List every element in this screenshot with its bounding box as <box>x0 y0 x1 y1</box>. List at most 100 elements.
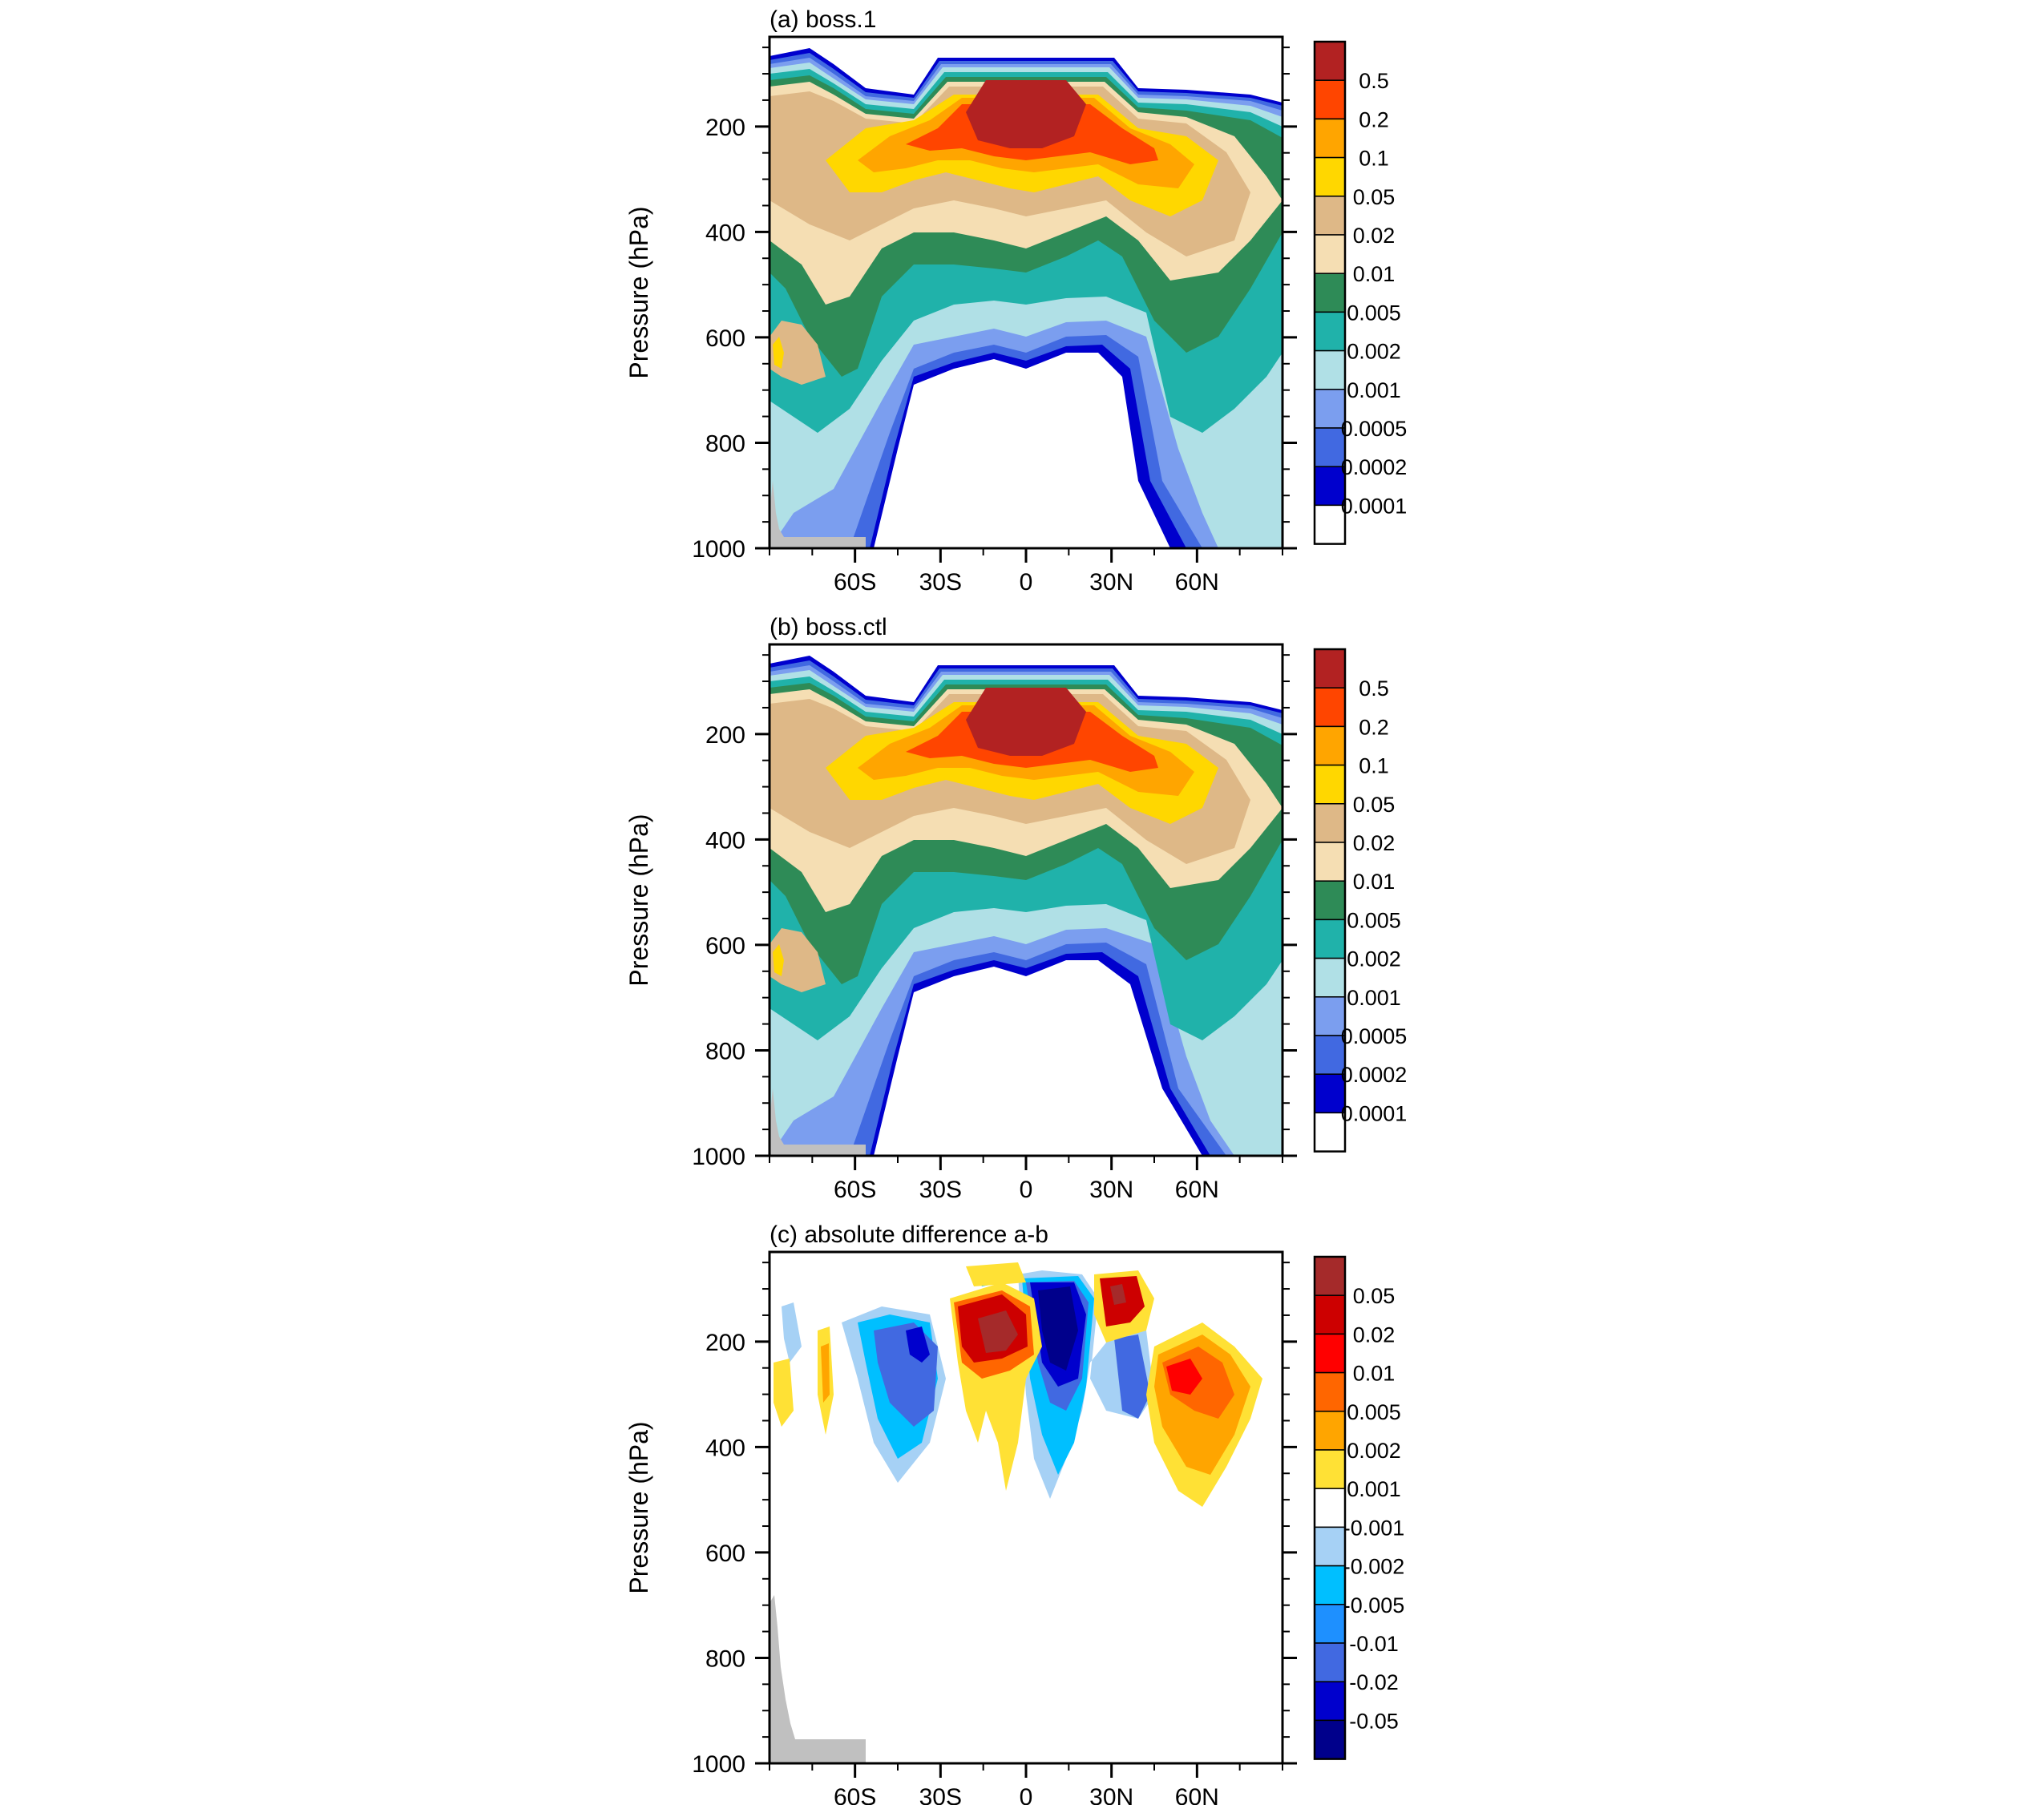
panel-a-colorbar: 0.5 0.2 0.1 0.05 0.02 0.01 0.005 0.002 0.001 0.00… <box>1313 40 1408 545</box>
colorbar-box <box>1314 687 1346 728</box>
colorbar-box <box>1314 1642 1346 1682</box>
colorbar-label: -0.05 <box>1349 1709 1399 1733</box>
colorbar-label: 0.002 <box>1347 340 1401 364</box>
y-tick-label: 200 <box>705 722 745 749</box>
colorbar-box <box>1314 273 1346 313</box>
x-tick-label: 30S <box>919 1784 962 1805</box>
x-tick-label: 60N <box>1175 569 1219 596</box>
panel-b-ylabel: Pressure (hPa) <box>624 814 653 986</box>
y-tick-label: 600 <box>705 325 745 352</box>
panel-a-ylabel: Pressure (hPa) <box>624 206 653 378</box>
colorbar-label: 0.1 <box>1359 147 1389 171</box>
panel-c-colorbar: 0.05 0.02 0.01 0.005 0.002 0.001 -0.001 -0.002 -… <box>1313 1255 1405 1760</box>
colorbar-box <box>1314 1681 1346 1722</box>
diff-pos-brown-center <box>978 1310 1018 1353</box>
panel-b-colorbar: 0.5 0.2 0.1 0.05 0.02 0.01 0.005 0.002 0.001 0.00… <box>1313 648 1408 1153</box>
colorbar-box <box>1314 1411 1346 1451</box>
colorbar-box <box>1314 311 1346 352</box>
contour-b-sh-surface-blob <box>770 928 826 992</box>
colorbar-box <box>1314 1604 1346 1644</box>
diff-pos-top-yellow <box>966 1262 1026 1286</box>
diff-pos-sh-orange-2 <box>821 1343 830 1403</box>
x-tick-label: 60N <box>1175 1784 1219 1805</box>
y-tick-label: 800 <box>705 1038 745 1064</box>
colorbar-box <box>1314 1449 1346 1489</box>
colorbar-box <box>1314 79 1346 120</box>
colorbar-box <box>1314 234 1346 274</box>
panel-b: (b) boss.ctl Pressure (hPa) <box>624 614 1407 1203</box>
colorbar-label: 0.0001 <box>1341 1101 1408 1125</box>
panel-a-yaxis: 200 400 600 800 1000 <box>692 46 1297 563</box>
colorbar-box <box>1314 842 1346 882</box>
colorbar-label: 0.02 <box>1353 1322 1396 1347</box>
diff-neg-darknavy-center <box>1038 1286 1078 1371</box>
colorbar-box <box>1314 1565 1346 1605</box>
y-tick-label: 200 <box>705 115 745 141</box>
colorbar-label: 0.05 <box>1353 793 1396 817</box>
panel-c-xaxis: 60S 30S 0 30N 60N <box>769 1763 1283 1805</box>
diff-neg-sh-edge <box>782 1302 802 1363</box>
y-tick-label: 200 <box>705 1330 745 1356</box>
x-tick-label: 30S <box>919 1177 962 1203</box>
panel-b-title: (b) boss.ctl <box>770 614 887 640</box>
colorbar-box <box>1314 196 1346 236</box>
colorbar-label: 0.005 <box>1347 908 1401 932</box>
contour-b-sh-surface-blob-inner <box>773 944 784 976</box>
diff-pos-ne-brown <box>1110 1284 1126 1305</box>
colorbar-label: 0.0005 <box>1341 417 1408 441</box>
colorbar-box <box>1314 41 1346 81</box>
y-tick-label: 1000 <box>692 1144 745 1170</box>
colorbar-label: 0.001 <box>1347 378 1401 402</box>
x-tick-label: 0 <box>1020 1784 1033 1805</box>
colorbar-label: 0.01 <box>1353 870 1396 894</box>
panel-c-title: (c) absolute difference a-b <box>770 1222 1048 1248</box>
colorbar-box <box>1314 156 1346 197</box>
colorbar-label: -0.02 <box>1349 1670 1399 1694</box>
x-tick-label: 60S <box>834 1784 876 1805</box>
colorbar-box <box>1314 1526 1346 1567</box>
contour-b-topography <box>770 1088 866 1156</box>
colorbar-label: 0.001 <box>1347 1477 1401 1501</box>
x-tick-label: 0 <box>1020 569 1033 596</box>
contour-b-level-5 <box>966 688 1086 756</box>
colorbar-box <box>1314 1488 1346 1528</box>
colorbar-label: 0.01 <box>1353 1362 1396 1386</box>
colorbar-label: 0.001 <box>1347 986 1401 1010</box>
y-tick-label: 400 <box>705 827 745 854</box>
y-tick-label: 1000 <box>692 1751 745 1778</box>
diff-neg-navy-west <box>906 1326 930 1363</box>
x-tick-label: 60S <box>834 569 876 596</box>
colorbar-frame <box>1313 1255 1347 1760</box>
colorbar-box <box>1314 349 1346 390</box>
y-tick-label: 600 <box>705 1541 745 1567</box>
colorbar-label: -0.005 <box>1343 1593 1405 1617</box>
panel-a-xaxis: 60S 30S 0 30N 60N <box>769 548 1283 596</box>
x-tick-label: 30N <box>1089 1784 1133 1805</box>
panel-c-contours <box>770 1252 1283 1763</box>
y-tick-label: 600 <box>705 933 745 959</box>
colorbar-label: 0.02 <box>1353 224 1396 248</box>
x-tick-label: 60S <box>834 1177 876 1203</box>
colorbar-box <box>1314 764 1346 805</box>
colorbar-label: 0.002 <box>1347 947 1401 971</box>
panel-c: (c) absolute difference a-b Pressure (hP… <box>624 1222 1404 1805</box>
colorbar-box <box>1314 919 1346 959</box>
diff-pos-60n-red <box>1166 1359 1202 1395</box>
colorbar-box <box>1314 1333 1346 1374</box>
colorbar-box <box>1314 1035 1346 1075</box>
x-tick-label: 60N <box>1175 1177 1219 1203</box>
diff-topography <box>770 1595 866 1763</box>
panel-a-title: (a) boss.1 <box>770 6 876 33</box>
y-tick-label: 400 <box>705 220 745 246</box>
colorbar-box <box>1314 957 1346 998</box>
colorbar-label: 0.002 <box>1347 1439 1401 1463</box>
colorbar-label: 0.2 <box>1359 107 1389 131</box>
colorbar-label: 0.05 <box>1353 1284 1396 1308</box>
colorbar-box <box>1314 803 1346 843</box>
colorbar-label: 0.2 <box>1359 715 1389 739</box>
contour-a-topography <box>770 481 866 548</box>
colorbar-box <box>1314 1294 1346 1335</box>
y-tick-label: 400 <box>705 1435 745 1461</box>
x-tick-label: 30N <box>1089 569 1133 596</box>
contour-a-level-5 <box>966 80 1086 148</box>
